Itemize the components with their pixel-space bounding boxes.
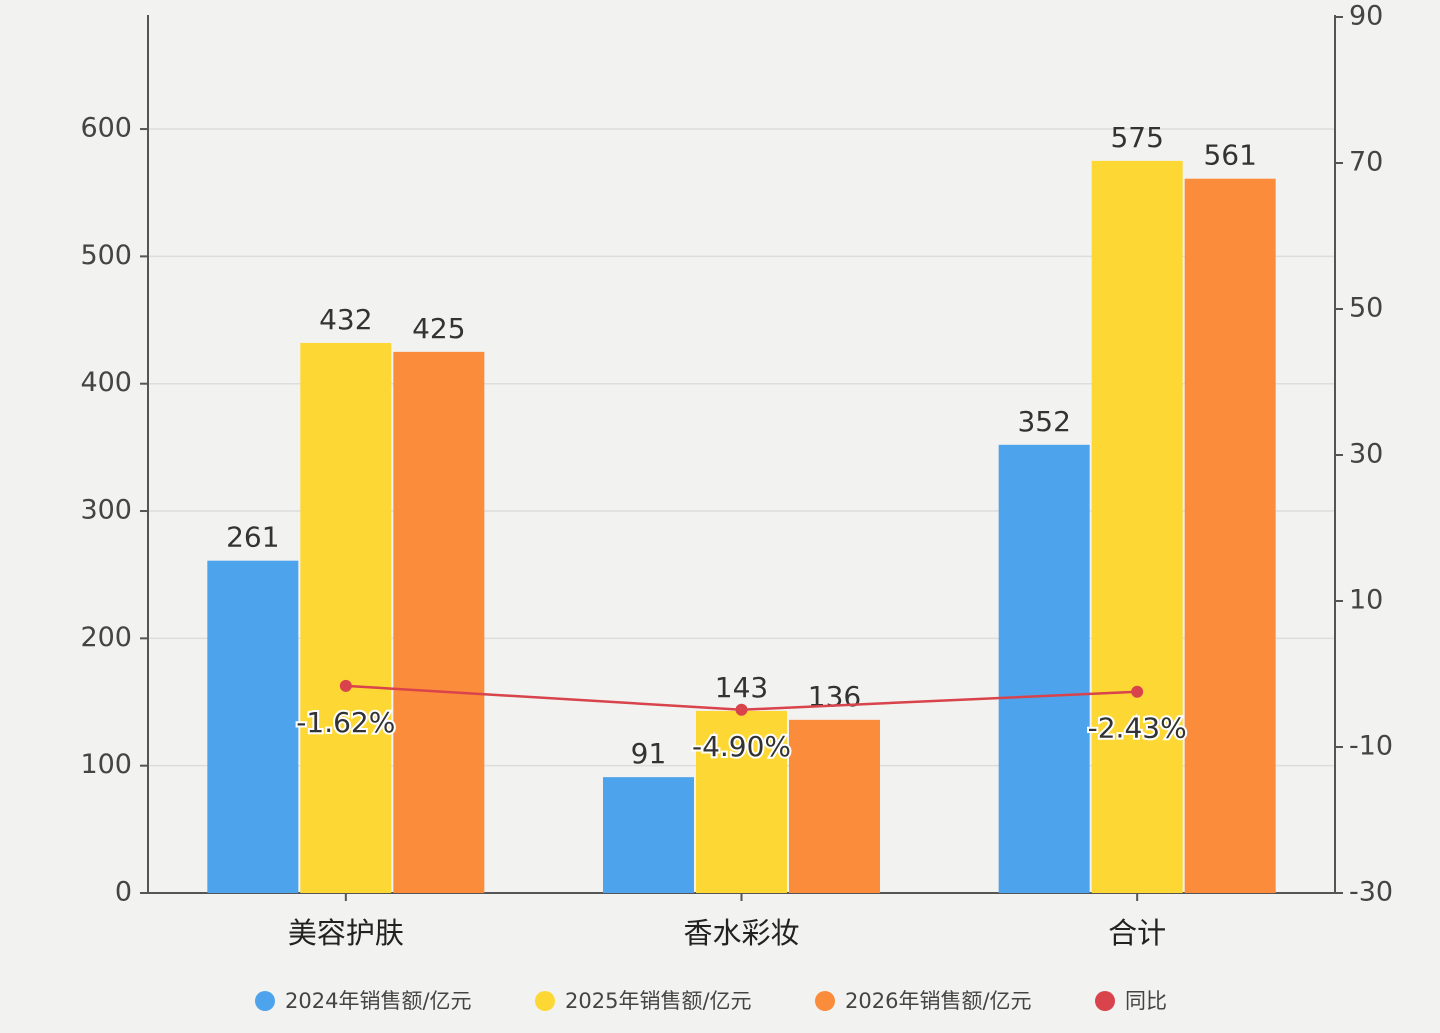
bar (998, 444, 1090, 893)
y2-tick-label: 70 (1349, 147, 1383, 178)
y-tick-label: 600 (80, 113, 132, 144)
y-tick-label: 300 (80, 495, 132, 526)
bar-value-label: 136 (808, 680, 861, 713)
y-tick-label: 500 (80, 240, 132, 271)
bar-value-label: 352 (1017, 405, 1070, 438)
y-tick-label: 100 (80, 749, 132, 780)
y-tick-label: 400 (80, 367, 132, 398)
legend-label: 2024年销售额/亿元 (285, 989, 472, 1013)
line-point (1131, 685, 1144, 698)
legend-label: 2026年销售额/亿元 (845, 989, 1032, 1013)
legend-swatch (815, 991, 835, 1011)
y2-tick-label: -10 (1349, 731, 1393, 762)
bar-value-label: 425 (412, 312, 465, 345)
legend-swatch (1095, 991, 1115, 1011)
legend-label: 同比 (1125, 989, 1167, 1013)
bar (393, 351, 485, 893)
bar (603, 777, 694, 893)
bar (300, 342, 392, 893)
y2-tick-label: 10 (1349, 585, 1383, 616)
line-value-label: -1.62% (296, 706, 395, 739)
bar-value-label: 91 (631, 737, 667, 770)
legend-swatch (255, 991, 275, 1011)
legend-swatch (535, 991, 555, 1011)
line-point (735, 703, 748, 716)
bar-value-label: 261 (226, 521, 279, 554)
bar (1091, 160, 1183, 893)
bar-value-label: 561 (1203, 139, 1256, 172)
bar (696, 710, 787, 893)
y2-tick-label: 30 (1349, 439, 1383, 470)
x-tick-label: 合计 (1108, 916, 1166, 950)
legend-label: 2025年销售额/亿元 (565, 989, 752, 1013)
y2-tick-label: 90 (1349, 1, 1383, 32)
y-tick-label: 0 (115, 877, 132, 908)
bar (207, 560, 299, 893)
y2-tick-label: 50 (1349, 293, 1383, 324)
y-tick-label: 200 (80, 622, 132, 653)
x-tick-label: 美容护肤 (288, 916, 404, 950)
line-point (339, 679, 352, 692)
bar-value-label: 143 (715, 671, 768, 704)
x-tick-label: 香水彩妆 (683, 916, 799, 950)
bar-value-label: 432 (319, 303, 372, 336)
bar (789, 719, 880, 893)
line-value-label: -2.43% (1088, 712, 1187, 745)
line-value-label: -4.90% (692, 730, 791, 763)
bar-value-label: 575 (1110, 121, 1163, 154)
bar (1184, 178, 1276, 893)
y2-tick-label: -30 (1349, 877, 1393, 908)
